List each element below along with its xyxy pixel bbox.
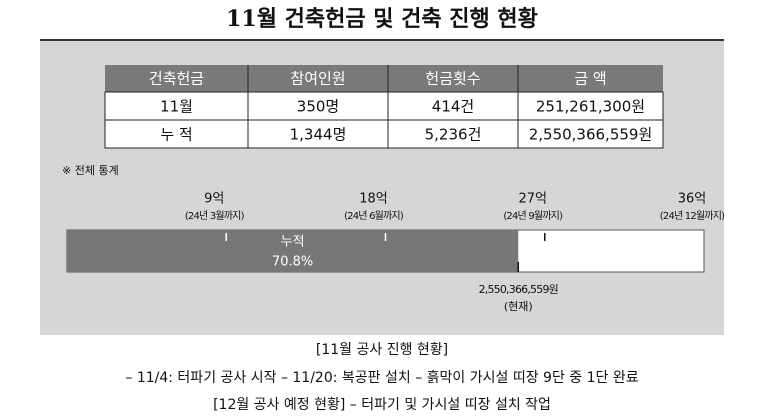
tick-note: (24년 12월까지) (660, 210, 725, 222)
tick-note: (24년 9월까지) (503, 210, 563, 222)
footer-line: – 11/4: 터파기 공사 시작 – 11/20: 복공판 설치 – 흙막이 … (125, 370, 638, 386)
tick-label: 27억 (518, 192, 547, 207)
tick-label: 9억 (204, 192, 224, 207)
current-label: 2,550,366,559원 (479, 283, 558, 296)
percent-label: 70.8% (272, 255, 313, 270)
table-header: 헌금횟수 (425, 70, 480, 88)
table-cell: 1,344명 (290, 126, 347, 144)
progress-fill (67, 230, 519, 272)
table-cell: 누 적 (160, 126, 192, 144)
tick-label: 36억 (678, 192, 707, 207)
table-cell: 11월 (160, 98, 193, 116)
table-cell: 414건 (432, 98, 474, 116)
table-header: 건축헌금 (149, 70, 204, 88)
table-cell: 5,236건 (425, 126, 482, 144)
current-note: (현재) (504, 300, 533, 313)
tick-note: (24년 6월까지) (344, 210, 404, 222)
footer-line: [11월 공사 진행 현황] (316, 342, 448, 358)
fill-label: 누적 (281, 235, 305, 250)
tick-label: 18억 (359, 192, 388, 207)
table-cell: 251,261,300원 (536, 98, 645, 116)
tick-note: (24년 3월까지) (185, 210, 245, 222)
table-header: 금 액 (574, 70, 606, 88)
note: ※ 전체 통계 (62, 164, 119, 177)
footer-line: [12월 공사 예정 현황] – 터파기 및 가시설 띠장 설치 작업 (213, 397, 551, 413)
table-cell: 2,550,366,559원 (529, 126, 653, 144)
table-cell: 350명 (297, 98, 339, 116)
table-header: 참여인원 (290, 70, 345, 88)
table-header-bg (105, 65, 663, 92)
title: 11월 건축헌금 및 건축 진행 현황 (226, 6, 538, 32)
